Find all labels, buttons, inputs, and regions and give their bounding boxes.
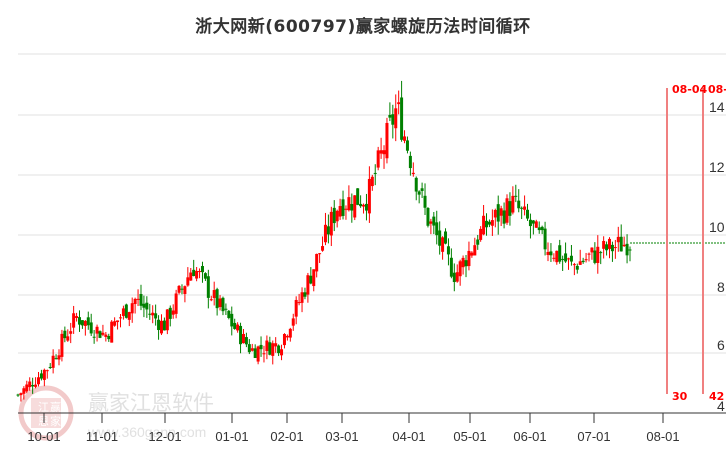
y-label-10: 10 <box>709 219 725 235</box>
y-label-12: 12 <box>709 159 725 175</box>
cycle-lines: 08-04 08- 30 42 <box>666 83 726 403</box>
watermark-seal-4: 家 <box>50 414 61 428</box>
cycle-date-1: 08-04 <box>672 83 708 96</box>
x-label-07-01: 07-01 <box>577 429 610 444</box>
watermark-seal-2: 赢 <box>50 400 61 414</box>
x-label-11-01: 11-01 <box>86 429 118 444</box>
watermark-seal-1: 江 <box>38 401 49 414</box>
x-axis-labels: 10-01 11-01 12-01 01-01 02-01 03-01 04-0… <box>27 429 679 444</box>
chart-title: 浙大网新(600797)赢家螺旋历法时间循环 <box>195 17 531 37</box>
watermark-name: 赢家江恩软件 <box>88 391 214 415</box>
candles <box>16 80 632 402</box>
x-axis-ticks <box>43 413 664 423</box>
x-label-10-01: 10-01 <box>27 429 60 444</box>
x-label-08-01: 08-01 <box>646 429 679 444</box>
cycle-date-2: 08- <box>708 83 726 96</box>
y-label-6: 6 <box>717 337 725 353</box>
gridlines <box>18 53 726 354</box>
cycle-count-2: 42 <box>709 390 724 403</box>
x-label-01-01: 01-01 <box>215 429 248 444</box>
cycle-count-1: 30 <box>672 390 688 403</box>
x-label-03-01: 03-01 <box>325 429 358 444</box>
y-label-14: 14 <box>709 99 725 115</box>
x-label-02-01: 02-01 <box>270 429 303 444</box>
x-label-05-01: 05-01 <box>453 429 486 444</box>
watermark-url: www.360gann.com <box>87 424 206 440</box>
x-label-12-01: 12-01 <box>148 429 181 444</box>
y-label-8: 8 <box>717 279 725 295</box>
x-label-06-01: 06-01 <box>513 429 546 444</box>
x-label-04-01: 04-01 <box>392 429 425 444</box>
y-axis-labels: 14 12 10 8 6 4 <box>709 99 725 414</box>
y-label-4: 4 <box>717 398 725 414</box>
